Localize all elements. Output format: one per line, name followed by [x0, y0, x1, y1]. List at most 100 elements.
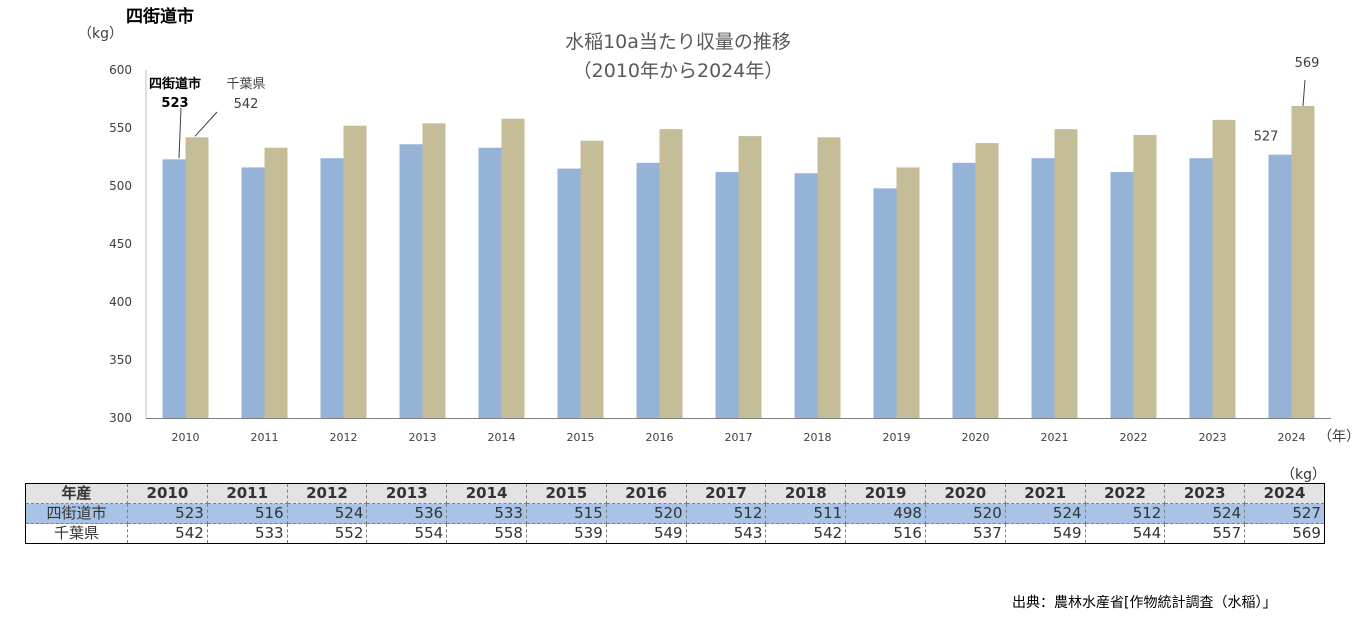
table-cell: 533 [206, 523, 288, 544]
x-tick-label: 2019 [883, 431, 911, 444]
annotation-label: 千葉県 [226, 77, 265, 92]
table-year-header: 2013 [366, 483, 448, 504]
table-year-header: 2017 [685, 483, 767, 504]
bar-yotsukaido [1031, 158, 1055, 418]
table-cell: 544 [1084, 523, 1166, 544]
y-tick-label: 450 [109, 237, 132, 251]
table-row-label: 千葉県 [25, 523, 128, 544]
bar-chiba [580, 140, 604, 418]
table-cell: 533 [446, 503, 527, 524]
x-tick-label: 2010 [172, 431, 200, 444]
table-cell: 557 [1164, 523, 1246, 544]
x-tick-label: 2012 [330, 431, 358, 444]
bar-yotsukaido [873, 188, 897, 418]
table-cell: 516 [206, 503, 288, 524]
table-cell: 549 [605, 523, 687, 544]
annotation-leader [178, 107, 182, 159]
y-tick-label: 300 [109, 411, 132, 425]
bar-yotsukaido [162, 159, 186, 418]
table-cell: 524 [1164, 503, 1246, 524]
table-cell: 539 [525, 523, 607, 544]
bar-chiba [817, 137, 841, 418]
bar-chiba [975, 143, 999, 418]
table-year-header: 2024 [1244, 483, 1325, 504]
table-cell: 523 [127, 503, 208, 524]
table-cell: 515 [525, 503, 607, 524]
bar-yotsukaido [557, 168, 581, 418]
table-cell: 516 [845, 523, 926, 544]
table-cell: 520 [924, 503, 1006, 524]
bar-yotsukaido [241, 167, 265, 418]
x-tick-label: 2011 [251, 431, 279, 444]
annotation-label: 四街道市 [149, 76, 201, 92]
bar-chiba [343, 125, 367, 419]
table-row: 四街道市 523 516 524 536 533 515 520 512 511 498 520 524… [25, 503, 1325, 524]
y-tick-label: 350 [109, 353, 132, 367]
x-tick-label: 2024 [1278, 431, 1306, 444]
y-tick-label: 500 [109, 179, 132, 193]
table-cell: 512 [685, 503, 767, 524]
table-cell: 549 [1004, 523, 1086, 544]
bar-yotsukaido [794, 173, 818, 418]
table-cell: 554 [366, 523, 448, 544]
table-year-header: 2022 [1084, 483, 1166, 504]
y-axis-unit: （kg） [78, 26, 123, 42]
annotation-leader [1302, 79, 1306, 106]
annotation-value: 523 [161, 96, 188, 111]
table-year-header: 2014 [446, 483, 527, 504]
table-cell: 542 [127, 523, 208, 544]
annotation-value: 569 [1295, 56, 1320, 71]
table-year-header: 2015 [525, 483, 607, 504]
x-tick-label: 2022 [1120, 431, 1148, 444]
bar-chiba [659, 129, 683, 418]
bar-yotsukaido [478, 147, 502, 418]
table-year-header: 2011 [206, 483, 288, 504]
table-cell: 537 [924, 523, 1006, 544]
x-tick-label: 2023 [1199, 431, 1227, 444]
annotation-value: 527 [1254, 130, 1279, 145]
bar-chiba [264, 147, 288, 418]
table-year-header: 2018 [765, 483, 847, 504]
bar-chiba [1054, 129, 1078, 418]
x-tick-label: 2013 [409, 431, 437, 444]
table-cell: 520 [605, 503, 687, 524]
y-tick-label: 600 [109, 63, 132, 77]
table-header-row: 年産 2010 2011 2012 2013 2014 2015 2016 2017 2018 20… [25, 483, 1325, 504]
bar-yotsukaido [320, 158, 344, 418]
annotation-value: 542 [234, 97, 259, 112]
bar-yotsukaido [952, 162, 976, 418]
table-cell: 511 [765, 503, 847, 524]
table-row: 千葉県 542 533 552 554 558 539 549 543 542 516 537 549 5… [25, 523, 1325, 544]
bar-chiba [1291, 105, 1315, 419]
bar-yotsukaido [636, 162, 660, 418]
bar-yotsukaido [715, 172, 739, 418]
table-cell: 552 [286, 523, 368, 544]
table-unit: （kg） [1281, 467, 1326, 483]
table-cell: 543 [685, 523, 767, 544]
bar-yotsukaido [1110, 172, 1134, 418]
x-tick-label: 2014 [488, 431, 516, 444]
table-header-label: 年産 [25, 483, 128, 504]
x-tick-label: 2016 [646, 431, 674, 444]
table-year-header: 2019 [845, 483, 926, 504]
bar-yotsukaido [399, 144, 423, 419]
table-cell: 524 [1004, 503, 1086, 524]
x-tick-label: 2015 [567, 431, 595, 444]
bar-chiba [896, 167, 920, 418]
table-cell: 569 [1244, 523, 1325, 544]
table-cell: 512 [1084, 503, 1166, 524]
table-cell: 558 [446, 523, 527, 544]
x-tick-label: 2021 [1041, 431, 1069, 444]
y-tick-label: 400 [109, 295, 132, 309]
x-axis-unit: （年） [1318, 429, 1360, 445]
chart-subtitle: （2010年から2024年） [573, 60, 784, 82]
bar-yotsukaido [1189, 158, 1213, 418]
table-cell: 542 [765, 523, 847, 544]
bar-chiba [738, 136, 762, 418]
bar-chart: 水稲10a当たり収量の推移 （2010年から2024年） （kg） （年） 30… [78, 26, 1360, 445]
data-table: 年産 2010 2011 2012 2013 2014 2015 2016 2017 2018 20… [25, 483, 1325, 544]
table-cell: 536 [366, 503, 448, 524]
table-year-header: 2016 [605, 483, 687, 504]
table-year-header: 2010 [127, 483, 208, 504]
table-cell: 498 [845, 503, 926, 524]
